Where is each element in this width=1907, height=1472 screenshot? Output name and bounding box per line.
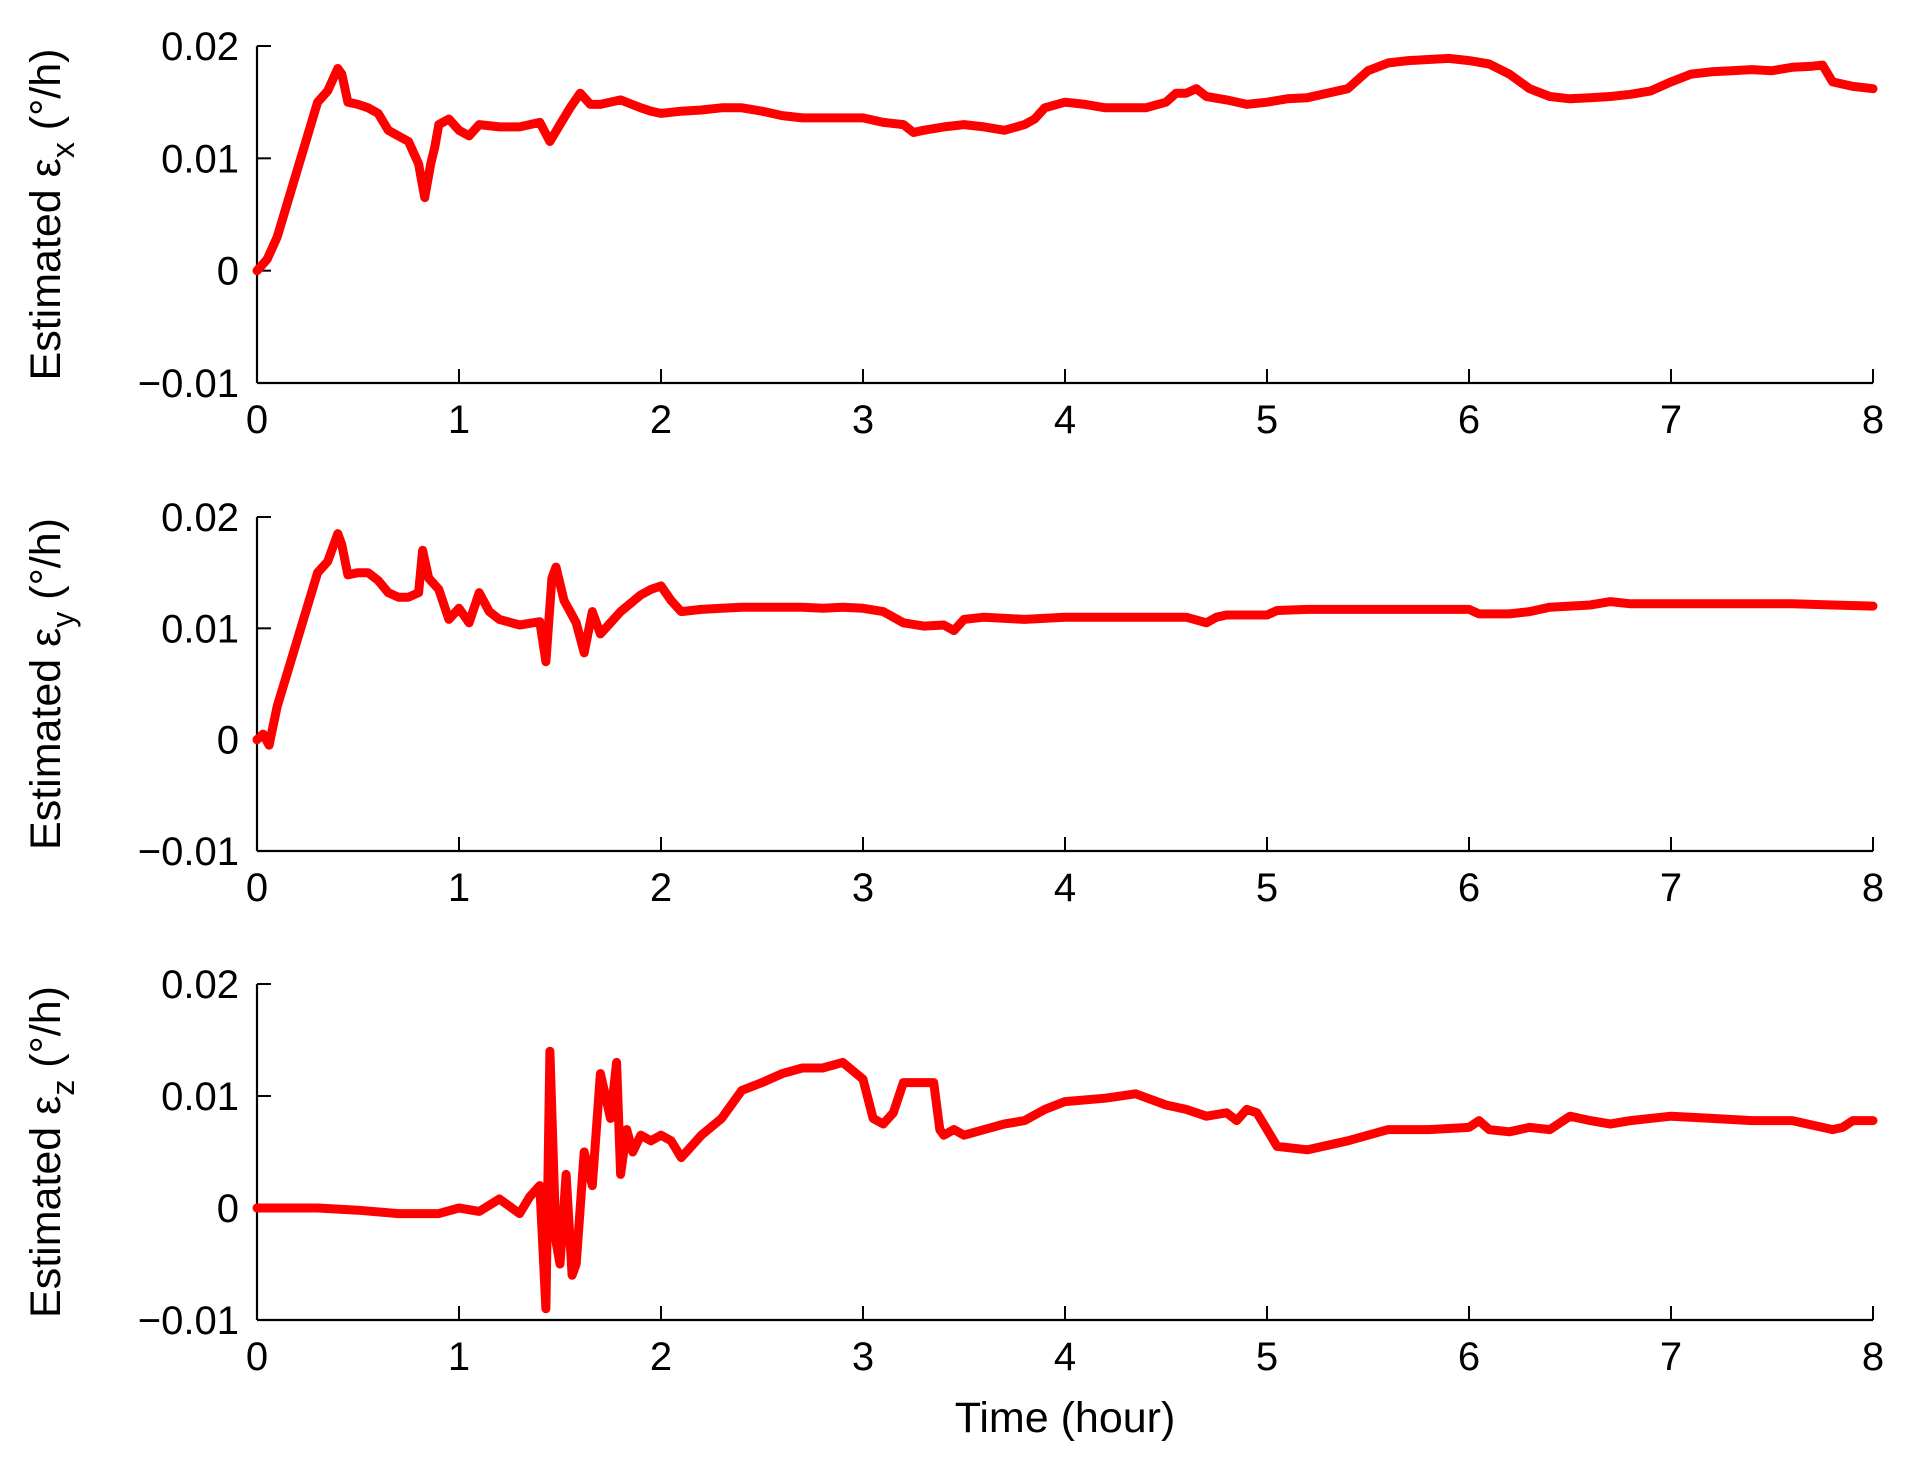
x-tick-label: 4 [1054, 1335, 1076, 1379]
x-tick-label: 5 [1256, 866, 1278, 910]
series-line [252, 529, 1878, 750]
y-tick-label: 0.02 [161, 25, 239, 69]
y-axis-label-unit: (°/h) [22, 986, 70, 1080]
x-tick-label: 5 [1256, 398, 1278, 442]
y-tick-label: −0.01 [138, 1299, 239, 1343]
y-tick-label: 0.01 [161, 1075, 239, 1119]
y-axis-label-subscript: x [45, 142, 81, 158]
x-tick-label: 7 [1660, 866, 1682, 910]
x-tick-label: 3 [852, 1335, 874, 1379]
y-tick-label: 0.01 [161, 607, 239, 651]
x-tick-label: 7 [1660, 398, 1682, 442]
y-axis-label-unit: (°/h) [22, 518, 70, 612]
x-tick-label: 7 [1660, 1335, 1682, 1379]
y-tick-label: −0.01 [138, 830, 239, 874]
series-line [252, 1046, 1878, 1314]
x-tick-label: 3 [852, 866, 874, 910]
x-tick-label: 2 [650, 866, 672, 910]
x-tick-label: 0 [246, 398, 268, 442]
y-axis-label-subscript: z [45, 1080, 81, 1096]
y-axis-label: Estimated εy (°/h) [22, 518, 81, 850]
x-tick-label: 6 [1458, 866, 1480, 910]
y-tick-label: 0.02 [161, 963, 239, 1007]
y-axis-label-subscript: y [45, 612, 81, 628]
y-axis-label: Estimated εx (°/h) [22, 49, 81, 381]
y-axis-label-main: Estimated ε [22, 158, 70, 380]
x-tick-label: 5 [1256, 1335, 1278, 1379]
x-tick-label: 2 [650, 1335, 672, 1379]
y-axis-label-main: Estimated ε [22, 628, 70, 850]
series-line [252, 53, 1878, 276]
x-tick-label: 6 [1458, 398, 1480, 442]
y-tick-label: 0.01 [161, 137, 239, 181]
y-tick-label: 0.02 [161, 496, 239, 540]
x-tick-label: 0 [246, 866, 268, 910]
x-tick-label: 1 [448, 398, 470, 442]
x-tick-label: 8 [1862, 398, 1884, 442]
y-axis-label-main: Estimated ε [22, 1096, 70, 1318]
x-tick-label: 0 [246, 1335, 268, 1379]
x-tick-label: 4 [1054, 866, 1076, 910]
y-axis-label: Estimated εz (°/h) [22, 986, 81, 1318]
x-tick-label: 8 [1862, 866, 1884, 910]
y-tick-label: 0 [217, 250, 239, 294]
x-axis-label: Time (hour) [955, 1394, 1176, 1442]
x-tick-label: 1 [448, 1335, 470, 1379]
y-tick-label: −0.01 [138, 362, 239, 406]
x-tick-label: 1 [448, 866, 470, 910]
x-tick-label: 8 [1862, 1335, 1884, 1379]
y-tick-label: 0 [217, 719, 239, 763]
x-tick-label: 2 [650, 398, 672, 442]
y-axis-label-unit: (°/h) [22, 49, 70, 143]
y-tick-label: 0 [217, 1187, 239, 1231]
x-tick-label: 3 [852, 398, 874, 442]
x-tick-label: 6 [1458, 1335, 1480, 1379]
x-tick-label: 4 [1054, 398, 1076, 442]
